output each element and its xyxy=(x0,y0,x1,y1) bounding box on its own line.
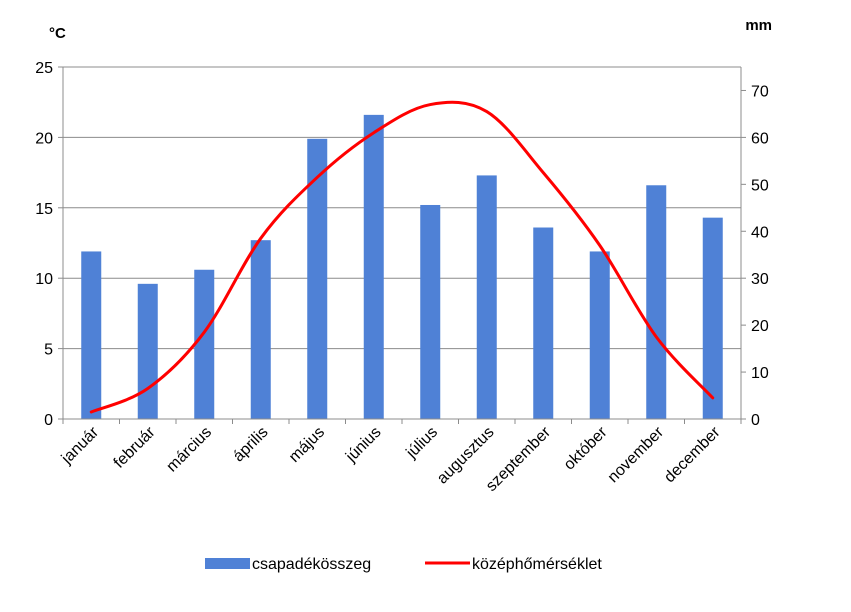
gridlines xyxy=(63,66,741,350)
x-axis-tick-label: június xyxy=(342,424,384,466)
left-axis-tick-label: 5 xyxy=(44,342,53,359)
bar-február xyxy=(137,283,158,419)
left-axis-unit: °C xyxy=(49,25,66,42)
bar-szeptember xyxy=(533,227,554,419)
right-axis-unit: mm xyxy=(745,17,772,34)
x-axis-tick-label: október xyxy=(561,423,611,473)
bar-november xyxy=(646,185,667,419)
left-axis-tick-label: 15 xyxy=(35,201,53,218)
bar-július xyxy=(420,204,441,419)
right-axis-tick-label: 50 xyxy=(751,177,769,194)
bar-május xyxy=(307,138,328,420)
x-axis-tick-label: május xyxy=(286,424,328,466)
left-axis-tick-label: 20 xyxy=(35,130,53,147)
left-axis-tick-label: 25 xyxy=(35,60,53,77)
right-axis-tick-label: 70 xyxy=(751,83,769,100)
bar-április xyxy=(250,240,271,419)
right-axis-tick-label: 10 xyxy=(751,365,769,382)
x-axis-tick-label: március xyxy=(163,424,215,476)
x-axis-tick-label: április xyxy=(230,424,272,466)
line-series xyxy=(89,100,715,414)
legend: csapadékösszeg középhőmérséklet xyxy=(205,556,602,573)
bar-március xyxy=(194,269,215,419)
right-axis-tick-label: 20 xyxy=(751,318,769,335)
right-axis-tick-label: 60 xyxy=(751,130,769,147)
bar-június xyxy=(363,114,384,419)
x-axis-tick-label: július xyxy=(403,424,442,463)
right-axis-tick-label: 40 xyxy=(751,224,769,241)
left-axis-tick-label: 10 xyxy=(35,271,53,288)
legend-label-bars: csapadékösszeg xyxy=(252,556,371,573)
x-axis-tick-label: december xyxy=(661,423,724,486)
left-axis-tick-label: 0 xyxy=(44,412,53,429)
axes xyxy=(58,66,746,424)
bar-október xyxy=(589,251,610,419)
bar-január xyxy=(81,251,102,419)
right-axis-tick-label: 0 xyxy=(751,412,760,429)
x-axis-tick-label: január xyxy=(58,423,103,468)
legend-swatch-bars xyxy=(205,558,250,569)
x-axis-tick-label: november xyxy=(605,423,668,486)
bar-augusztus xyxy=(476,175,497,419)
x-axis-tick-label: február xyxy=(111,423,159,471)
legend-label-line: középhőmérséklet xyxy=(472,556,602,573)
right-axis-tick-label: 30 xyxy=(751,271,769,288)
bar-series xyxy=(81,114,723,420)
bar-december xyxy=(702,217,723,419)
line-series-path xyxy=(89,100,715,414)
